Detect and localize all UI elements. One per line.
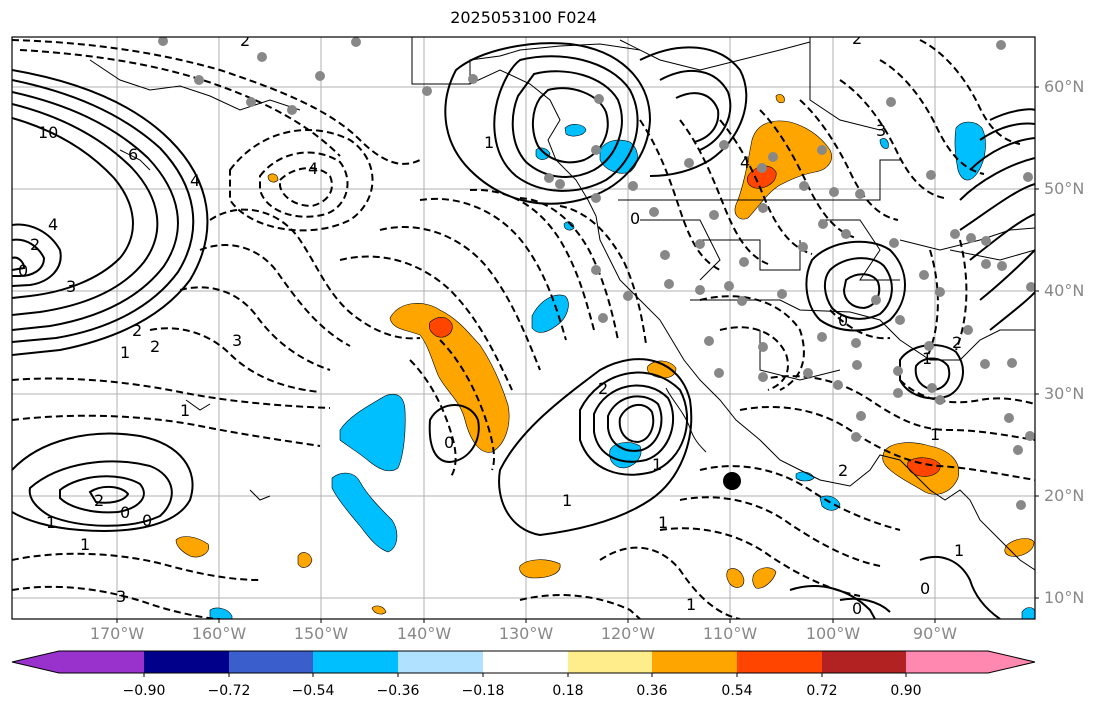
contour-label: 1 [180,401,190,420]
colorbar [11,650,1036,677]
contour-label: 1 [652,455,662,474]
lon-label: 140°W [396,624,452,643]
colorbar-tick-label: −0.72 [207,683,251,699]
contour-label: 1 [954,541,964,560]
colorbar-tick-label: 0.36 [636,683,668,699]
map-title: 2025053100 F024 [450,8,597,27]
lat-label: 50°N [1044,179,1085,198]
colorbar-tick-label: 0.90 [890,683,922,699]
positive-anomaly-areas [175,94,1035,615]
colorbar-segment [144,651,229,673]
colorbar-segment [483,651,568,673]
contour-label: 1 [658,513,668,532]
contour-label: 0 [838,311,848,330]
contour-label: 0 [120,503,130,522]
contour-label: 2 [852,29,862,48]
contour-label: 1 [930,425,940,444]
contour-label: 3 [66,277,76,296]
lat-label: 30°N [1044,384,1085,403]
contour-label: 3 [876,121,886,140]
colorbar-segment [313,651,398,673]
contour-label: 1 [562,491,572,510]
colorbar-tick-label: 0.18 [552,683,584,699]
contour-label: 1 [484,133,494,152]
colorbar-segment [568,651,652,673]
lat-label: 10°N [1044,588,1085,607]
contour-label: 2 [132,321,142,340]
contour-label: 1 [686,595,696,614]
contour-label: 4 [308,159,318,178]
axis-ticks [116,86,1039,623]
contour-label: 2 [30,235,40,254]
colorbar-segment [398,651,483,673]
contour-label: 0 [920,579,930,598]
colorbar-tick-label: −0.36 [376,683,420,699]
contour-label: 1 [80,535,90,554]
contour-label: 1 [922,349,932,368]
contour-label: 3 [116,587,126,606]
contour-label: 2 [952,333,962,352]
colorbar-segment [229,651,313,673]
contour-label: 1 [46,513,56,532]
lon-label: 150°W [293,624,349,643]
colorbar-segment [737,651,822,673]
lon-label: 160°W [191,624,247,643]
colorbar-tick-label: 0.54 [721,683,753,699]
contour-label: 3 [232,331,242,350]
contour-label-group: 10 6 4 2 0 3 2 1 4 3 2 1 0 1 2 3 4 0 1 2… [18,29,964,618]
colorbar-segment [822,651,906,673]
colorbar-tick-label: −0.90 [122,683,166,699]
lat-label: 40°N [1044,281,1085,300]
colorbar-extend-max [988,651,1035,673]
contour-label: 4 [190,171,200,190]
lon-label: 120°W [600,624,656,643]
contour-label: 0 [18,261,28,280]
contour-label: 2 [94,491,104,510]
colorbar-segment [652,651,737,673]
coastlines [89,37,1035,571]
colorbar-extend-min [12,651,59,673]
colorbar-tick-label: −0.18 [461,683,505,699]
contour-label: 2 [598,379,608,398]
contour-label: 0 [630,209,640,228]
lat-label: 20°N [1044,486,1085,505]
lon-label: 170°W [89,624,145,643]
contour-label: 0 [852,599,862,618]
colorbar-tick-label: −0.54 [291,683,335,699]
contour-label: 0 [142,511,152,530]
lon-label: 110°W [702,624,758,643]
contour-label: 2 [838,461,848,480]
contour-label: 0 [444,433,454,452]
contour-label: 2 [240,31,250,50]
contour-label: 4 [740,153,750,172]
contour-label: 4 [48,215,58,234]
lat-label: 60°N [1044,77,1085,96]
colorbar-ticks [143,673,907,677]
lon-label: 100°W [805,624,861,643]
station-markers [158,37,1035,510]
map-border [11,36,1036,620]
colorbar-segment [59,651,144,673]
colorbar-segment [906,651,988,673]
contour-label: 1 [120,343,130,362]
colorbar-tick-label: 0.72 [806,683,838,699]
colorbar-outline [11,650,1036,674]
contour-label: 10 [38,123,58,142]
contour-label: 6 [128,145,138,164]
contour-label: 2 [150,337,160,356]
positive-contours [12,42,1035,619]
target-marker [723,472,741,490]
lon-label: 130°W [498,624,554,643]
lon-label: 90°W [912,624,958,643]
